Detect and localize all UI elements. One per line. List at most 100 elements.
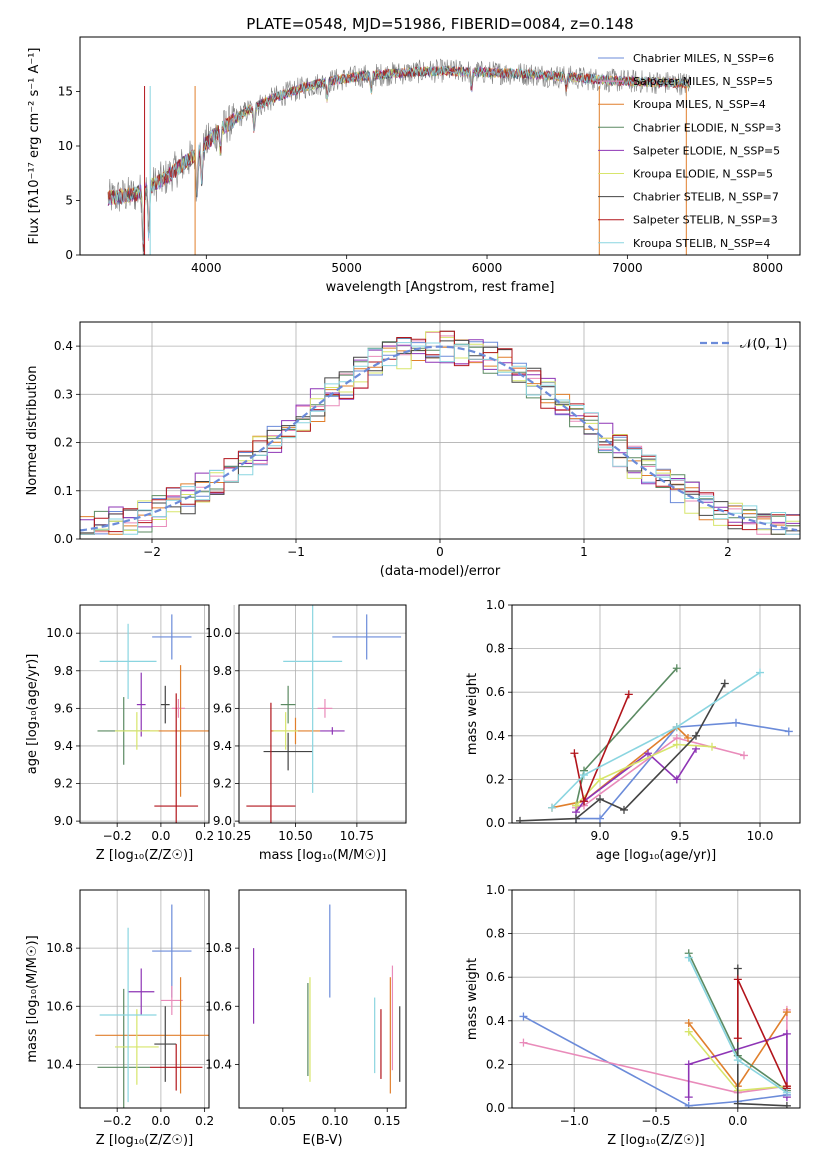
weight-marker-salpeter_elodie bbox=[644, 749, 652, 758]
weight-marker-kroupa_stelib bbox=[782, 1088, 791, 1097]
y-tick-label: 15 bbox=[58, 85, 73, 99]
weight-marker-chabrier_stelib bbox=[516, 816, 524, 823]
y-tick-label: 0.2 bbox=[54, 436, 73, 450]
weight-marker-chabrier_stelib bbox=[692, 731, 700, 740]
x-tick-label: 2 bbox=[724, 545, 732, 559]
y-tick-label: 10 bbox=[58, 139, 73, 153]
legend-label-salpeter_elodie: Salpeter ELODIE, N_SSP=5 bbox=[633, 144, 780, 157]
x-axis-label: (data-model)/error bbox=[380, 564, 501, 579]
weight-marker-chabrier_miles bbox=[732, 718, 740, 727]
x-axis-label: age [log₁₀(age/yr)] bbox=[596, 848, 717, 863]
y-tick-label: 10.0 bbox=[46, 626, 73, 640]
weight-marker-chabrier_stelib bbox=[733, 1099, 742, 1108]
legend-label-chabrier_miles: Chabrier MILES, N_SSP=6 bbox=[633, 52, 774, 65]
y-tick-label: 10.8 bbox=[205, 941, 232, 955]
weight-marker-salpeter_stelib bbox=[570, 749, 579, 758]
normal-curve bbox=[80, 345, 798, 532]
panel-spectrum: 4000 5000 6000 7000 8000 0 5 10 15 wavelength [An… bbox=[27, 36, 801, 295]
y-tick-label: 9.4 bbox=[54, 739, 73, 753]
y-tick-label: 1.0 bbox=[486, 883, 505, 897]
x-tick-label: 0.2 bbox=[195, 829, 214, 843]
axes-frame bbox=[79, 889, 210, 1109]
x-tick-label: 8000 bbox=[752, 261, 783, 275]
y-tick-label: 10.0 bbox=[205, 626, 232, 640]
x-tick-label: 10.75 bbox=[340, 829, 374, 843]
y-tick-label: 9.6 bbox=[54, 701, 73, 715]
y-tick-label: 10.6 bbox=[46, 999, 73, 1013]
plot-area bbox=[80, 330, 800, 535]
y-axis-label: age [log₁₀(age/yr)] bbox=[25, 654, 40, 775]
x-tick-label: 6000 bbox=[472, 261, 503, 275]
y-axis-label: mass weight bbox=[465, 958, 480, 1040]
y-tick-label: 5 bbox=[65, 194, 73, 208]
y-tick-label: 0.0 bbox=[486, 816, 505, 830]
panel-residuals: −2 −1 0 1 2 0.0 0.1 0.2 0.3 0.4 (data-model)/error… bbox=[25, 321, 801, 579]
x-axis-label: E(B-V) bbox=[302, 1133, 342, 1148]
weight-marker-salpeter_stelib bbox=[580, 797, 588, 806]
weight-marker-salpeter_miles bbox=[740, 751, 748, 760]
y-tick-label: 0.1 bbox=[54, 484, 73, 498]
weight-marker-chabrier_stelib bbox=[782, 1101, 791, 1108]
x-tick-label: 9.5 bbox=[670, 829, 689, 843]
legend-label-normal: 𝒩(0, 1) bbox=[740, 337, 787, 352]
plot-area bbox=[97, 614, 209, 823]
y-tick-label: 9.6 bbox=[213, 701, 232, 715]
weight-marker-chabrier_miles bbox=[519, 1012, 528, 1021]
weight-marker-kroupa_stelib bbox=[684, 953, 693, 962]
histogram-salpeter_elodie bbox=[80, 339, 800, 528]
y-tick-label: 10.6 bbox=[205, 999, 232, 1013]
y-tick-label: 9.8 bbox=[213, 664, 232, 678]
x-tick-label: −0.5 bbox=[641, 1114, 670, 1128]
y-axis-label: mass weight bbox=[465, 673, 480, 755]
weight-marker-kroupa_elodie bbox=[708, 742, 716, 751]
y-tick-label: 0.2 bbox=[486, 1057, 505, 1071]
weight-marker-salpeter_stelib bbox=[733, 1034, 742, 1043]
weight-marker-kroupa_miles bbox=[684, 1018, 693, 1027]
x-axis-label: Z [log₁₀(Z/Z☉)] bbox=[96, 1133, 193, 1148]
x-tick-label: 0.0 bbox=[151, 829, 170, 843]
legend-label-chabrier_elodie: Chabrier ELODIE, N_SSP=3 bbox=[633, 121, 781, 134]
weight-marker-kroupa_elodie bbox=[596, 775, 604, 784]
y-tick-label: 0.3 bbox=[54, 387, 73, 401]
y-tick-label: 0.0 bbox=[54, 532, 73, 546]
weight-line-salpeter_miles bbox=[523, 1009, 788, 1094]
y-axis-label: mass [log₁₀(M/M☉)] bbox=[25, 935, 40, 1062]
weight-line-chabrier_stelib bbox=[519, 683, 726, 822]
legend-label-salpeter_miles: Salpeter MILES, N_SSP=5 bbox=[633, 75, 773, 88]
x-tick-label: 10.25 bbox=[217, 829, 251, 843]
weight-marker-chabrier_miles bbox=[784, 727, 793, 736]
panel-mass_vs_ebv: 0.05 0.10 0.15 10.4 10.6 10.8 E(B-V) bbox=[205, 889, 407, 1148]
plot-area bbox=[519, 949, 791, 1108]
x-tick-label: 10.50 bbox=[278, 829, 312, 843]
y-axis-label: Normed distribution bbox=[25, 366, 40, 496]
weight-line-salpeter_stelib bbox=[737, 979, 788, 1089]
weight-marker-chabrier_stelib bbox=[620, 805, 628, 814]
x-axis-label: wavelength [Angstrom, rest frame] bbox=[326, 280, 555, 295]
spectrum-model-salpeter_stelib bbox=[107, 65, 691, 248]
panel-age_vs_mass: 10.25 10.50 10.75 9.0 9.2 9.4 9.6 9.8 10.0 mass [… bbox=[205, 604, 407, 863]
y-tick-label: 10.4 bbox=[205, 1057, 232, 1071]
weight-marker-kroupa_elodie bbox=[684, 1027, 693, 1036]
weight-marker-salpeter_stelib bbox=[624, 690, 633, 699]
y-tick-label: 0.2 bbox=[486, 772, 505, 786]
y-tick-label: 0.8 bbox=[486, 927, 505, 941]
x-tick-label: 0 bbox=[436, 545, 444, 559]
x-tick-label: 0.2 bbox=[195, 1114, 214, 1128]
figure-title: PLATE=0548, MJD=51986, FIBERID=0084, z=0… bbox=[246, 15, 633, 33]
axes-frame bbox=[79, 321, 801, 540]
panel-weight_vs_age: 9.0 9.5 10.0 0.0 0.2 0.4 0.6 0.8 1.0 age [log₁₀(a… bbox=[465, 598, 801, 863]
weight-marker-chabrier_miles bbox=[596, 814, 604, 823]
weight-marker-chabrier_stelib bbox=[572, 814, 580, 823]
y-tick-label: 0.8 bbox=[486, 642, 505, 656]
x-tick-label: −0.2 bbox=[103, 1114, 132, 1128]
axes-frame bbox=[511, 889, 801, 1109]
legend-label-kroupa_elodie: Kroupa ELODIE, N_SSP=5 bbox=[633, 168, 773, 181]
weight-marker-salpeter_elodie bbox=[684, 1060, 693, 1069]
x-axis-label: Z [log₁₀(Z/Z☉)] bbox=[96, 848, 193, 863]
x-tick-label: −2 bbox=[143, 545, 161, 559]
legend: Chabrier MILES, N_SSP=6 Salpeter MILES, N… bbox=[598, 52, 781, 250]
weight-marker-salpeter_miles bbox=[519, 1038, 528, 1047]
y-tick-label: 1.0 bbox=[486, 598, 505, 612]
legend-label-kroupa_stelib: Kroupa STELIB, N_SSP=4 bbox=[633, 237, 771, 250]
